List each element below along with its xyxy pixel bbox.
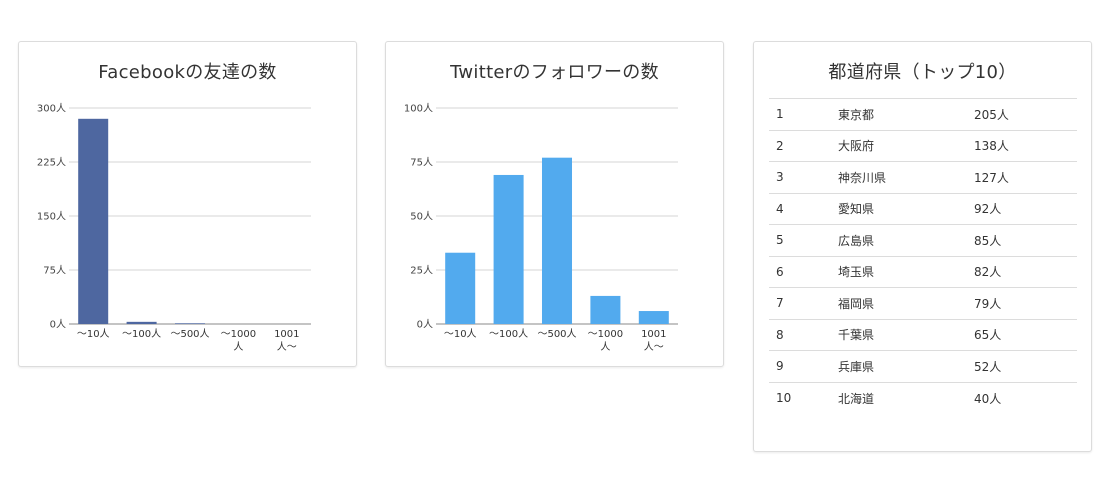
bar[interactable] — [126, 321, 157, 324]
x-category-label: 〜100人 — [122, 328, 161, 340]
prefecture-table-title: 都道府県（トップ10） — [828, 62, 1017, 83]
facebook-chart: 0人 75人 150人 225人 300人〜10人 〜100人 〜500人 〜1000 人 100… — [37, 103, 311, 353]
y-tick-label: 25人 — [410, 265, 433, 277]
count-cell: 82人 — [967, 255, 1077, 288]
table-row: 2 大阪府 138人 — [769, 129, 1077, 162]
x-category-label: 〜100人 — [489, 328, 528, 340]
count-cell: 40人 — [967, 381, 1077, 414]
count-cell: 138人 — [967, 129, 1077, 162]
bar[interactable] — [78, 118, 109, 324]
x-category-label: 1001 人〜 — [641, 329, 666, 353]
count-cell: 92人 — [967, 192, 1077, 225]
count-cell: 65人 — [967, 318, 1077, 351]
count-cell: 79人 — [967, 287, 1077, 319]
y-tick-label: 100人 — [404, 103, 433, 115]
facebook-chart-card: Facebookの友達の数 0人 75人 150人 225人 300人〜10人 〜100人… — [18, 41, 357, 367]
prefecture-cell: 東京都 — [831, 98, 967, 130]
bar[interactable] — [174, 323, 206, 324]
count-cell: 127人 — [967, 161, 1077, 193]
twitter-chart-card: Twitterのフォロワーの数 0人 25人 50人 75人 100人〜10人 〜100人… — [385, 41, 724, 367]
rank-cell: 10 — [769, 381, 831, 414]
y-tick-label: 300人 — [37, 103, 66, 115]
prefecture-cell: 大阪府 — [831, 129, 967, 162]
rank-cell: 9 — [769, 350, 831, 382]
table-row: 9 兵庫県 52人 — [769, 350, 1077, 382]
prefecture-rank-table: 1 東京都 205人 2 大阪府 138人 3 神奈川県 127人 4 愛知県 92人 5 広島県 85人 6… — [769, 98, 1077, 414]
prefecture-cell: 兵庫県 — [831, 350, 967, 382]
table-row: 8 千葉県 65人 — [769, 318, 1077, 351]
table-row: 10 北海道 40人 — [769, 381, 1077, 414]
table-row: 3 神奈川県 127人 — [769, 161, 1077, 193]
count-cell: 85人 — [967, 224, 1077, 256]
y-tick-label: 0人 — [417, 319, 433, 331]
bar[interactable] — [638, 311, 669, 324]
table-row: 6 埼玉県 82人 — [769, 255, 1077, 288]
x-category-label: 〜1000 人 — [588, 329, 623, 353]
x-category-label: 〜1000 人 — [221, 329, 256, 353]
prefecture-cell: 北海道 — [831, 381, 967, 414]
prefecture-cell: 埼玉県 — [831, 255, 967, 288]
rank-cell: 4 — [769, 192, 831, 225]
y-tick-label: 75人 — [410, 157, 433, 169]
prefecture-cell: 福岡県 — [831, 287, 967, 319]
y-tick-label: 50人 — [410, 211, 433, 223]
bar[interactable] — [445, 252, 476, 324]
table-row: 4 愛知県 92人 — [769, 192, 1077, 225]
x-category-label: 1001 人〜 — [274, 329, 299, 353]
rank-cell: 3 — [769, 161, 831, 193]
bar[interactable] — [541, 157, 573, 324]
twitter-chart: 0人 25人 50人 75人 100人〜10人 〜100人 〜500人 〜1000 人 1001 人… — [404, 103, 678, 353]
rank-cell: 1 — [769, 98, 831, 130]
y-tick-label: 0人 — [50, 319, 66, 331]
prefecture-cell: 愛知県 — [831, 192, 967, 225]
rank-cell: 2 — [769, 129, 831, 162]
x-category-label: 〜10人 — [444, 328, 477, 340]
table-row: 1 東京都 205人 — [769, 98, 1077, 130]
table-row: 5 広島県 85人 — [769, 224, 1077, 256]
bar[interactable] — [590, 295, 621, 324]
prefecture-cell: 広島県 — [831, 224, 967, 256]
prefecture-cell: 神奈川県 — [831, 161, 967, 193]
count-cell: 205人 — [967, 98, 1077, 130]
table-row: 7 福岡県 79人 — [769, 287, 1077, 319]
x-category-label: 〜10人 — [77, 328, 110, 340]
bar[interactable] — [493, 174, 524, 324]
y-tick-label: 225人 — [37, 157, 66, 169]
rank-cell: 5 — [769, 224, 831, 256]
rank-cell: 8 — [769, 318, 831, 351]
facebook-chart-title: Facebookの友達の数 — [98, 62, 277, 83]
count-cell: 52人 — [967, 350, 1077, 382]
prefecture-table-card: 都道府県（トップ10） 1 東京都 205人 2 大阪府 138人 3 神奈川県 127人 4 愛知… — [753, 41, 1092, 452]
prefecture-cell: 千葉県 — [831, 318, 967, 351]
x-category-label: 〜500人 — [537, 328, 576, 340]
y-tick-label: 150人 — [37, 211, 66, 223]
y-tick-label: 75人 — [43, 265, 66, 277]
twitter-chart-title: Twitterのフォロワーの数 — [450, 62, 659, 83]
rank-cell: 7 — [769, 287, 831, 319]
x-category-label: 〜500人 — [170, 328, 209, 340]
rank-cell: 6 — [769, 255, 831, 288]
